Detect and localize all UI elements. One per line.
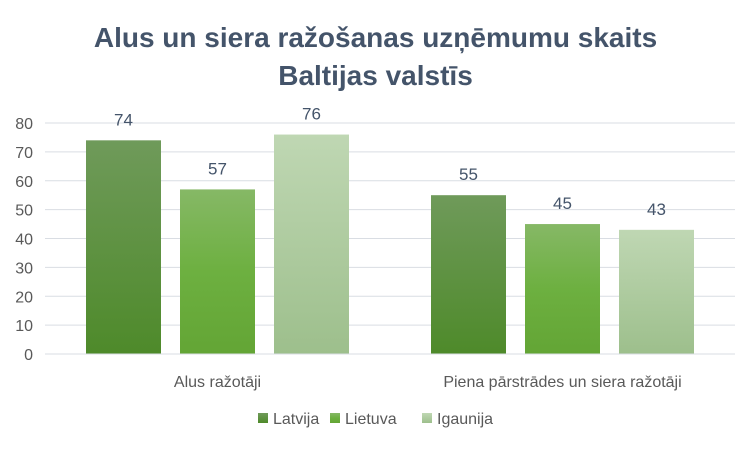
data-label: 76 — [302, 105, 321, 124]
data-label: 45 — [553, 194, 572, 213]
data-label: 43 — [647, 200, 666, 219]
y-tick-label: 50 — [15, 203, 33, 220]
legend-label: Igaunija — [437, 411, 493, 428]
legend-label: Latvija — [273, 411, 319, 428]
data-label: 74 — [114, 110, 133, 129]
bar-lietuva — [525, 224, 600, 354]
bar-igaunija — [274, 134, 349, 354]
y-tick-label: 20 — [15, 289, 33, 306]
y-tick-label: 0 — [24, 347, 33, 364]
bar-lietuva — [180, 189, 255, 354]
legend-label: Lietuva — [345, 411, 397, 428]
bar-igaunija — [619, 229, 694, 354]
y-tick-label: 10 — [15, 318, 33, 335]
legend-swatch-lietuva — [330, 413, 340, 423]
y-tick-label: 60 — [15, 174, 33, 191]
data-label: 55 — [459, 165, 478, 184]
legend-swatch-latvija — [258, 413, 268, 423]
y-tick-label: 80 — [15, 116, 33, 133]
bar-latvija — [431, 195, 506, 354]
chart-title-line-2: Baltijas valstīs — [278, 60, 473, 91]
y-tick-label: 30 — [15, 260, 33, 277]
category-label: Alus ražotāji — [174, 374, 261, 391]
y-tick-label: 40 — [15, 232, 33, 249]
y-tick-label: 70 — [15, 145, 33, 162]
chart-title-line-1: Alus un siera ražošanas uzņēmumu skaits — [93, 22, 658, 53]
bar-latvija — [86, 140, 161, 354]
category-label: Piena pārstrādes un siera ražotāji — [443, 374, 681, 391]
data-label: 57 — [208, 159, 227, 178]
legend-swatch-igaunija — [422, 413, 432, 423]
